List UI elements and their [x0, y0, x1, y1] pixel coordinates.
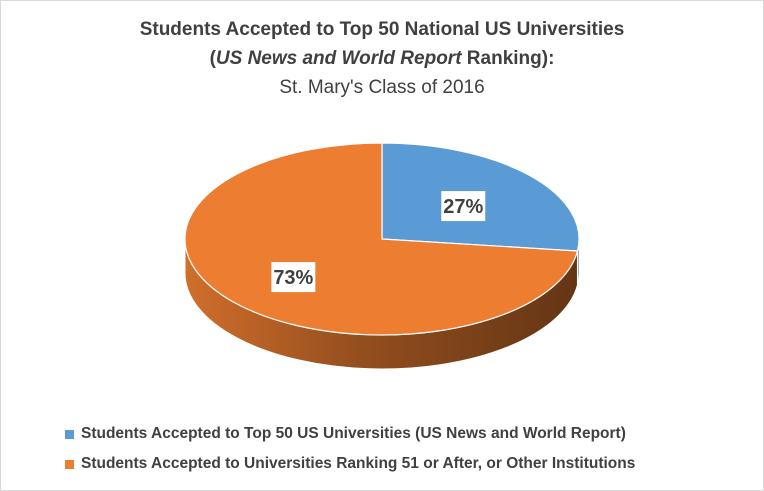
legend-swatch-top50 — [65, 429, 74, 439]
legend-item-top50: Students Accepted to Top 50 US Universit… — [65, 419, 755, 449]
chart-legend: Students Accepted to Top 50 US Universit… — [65, 419, 755, 479]
legend-label-other: Students Accepted to Universities Rankin… — [81, 455, 636, 472]
legend-item-other: Students Accepted to Universities Rankin… — [65, 449, 755, 479]
data-label-top50: 27% — [443, 196, 483, 218]
chart-title-line2-suffix: Ranking): — [461, 48, 555, 69]
legend-label-top50: Students Accepted to Top 50 US Universit… — [81, 425, 626, 442]
chart-subtitle: St. Mary's Class of 2016 — [279, 77, 485, 98]
chart-title: Students Accepted to Top 50 National US … — [1, 15, 763, 102]
chart-title-line2-prefix: ( — [209, 48, 216, 69]
data-label-box-other — [271, 262, 316, 293]
chart-title-line2-italic: US News and World Report — [215, 48, 462, 69]
chart-title-line1: Students Accepted to Top 50 National US … — [139, 19, 625, 40]
legend-swatch-other — [65, 459, 74, 469]
chart-title-line2: (US News and World Report Ranking): — [1, 44, 763, 73]
data-label-other: 73% — [273, 267, 313, 289]
data-label-box-top50 — [441, 191, 486, 222]
